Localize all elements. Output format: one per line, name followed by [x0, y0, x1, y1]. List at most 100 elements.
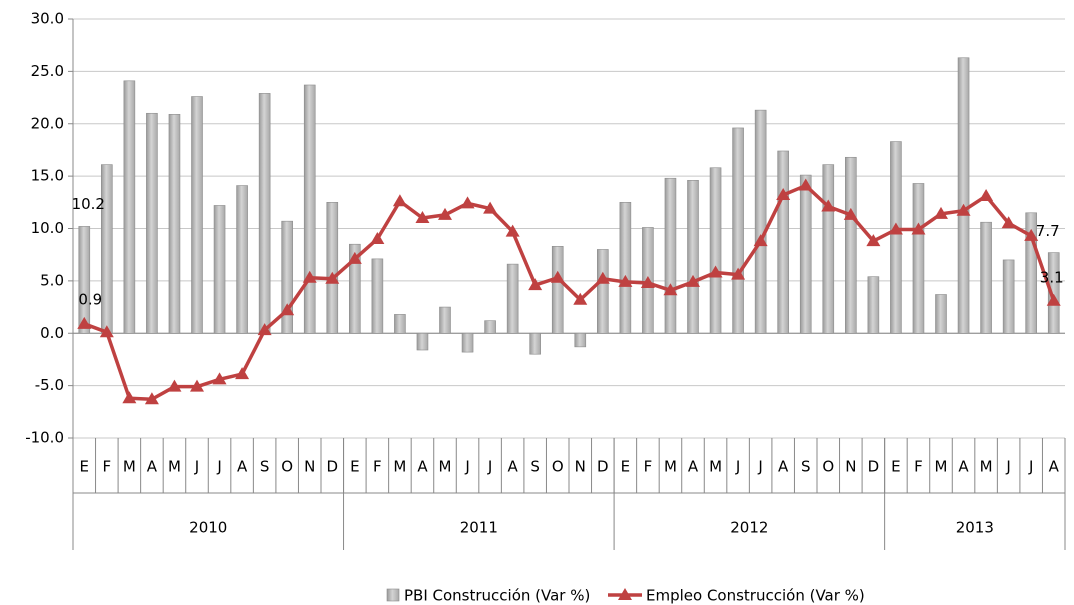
- marker: [325, 271, 340, 284]
- x-tick-label: A: [237, 458, 248, 476]
- marker: [934, 206, 948, 219]
- legend-swatch: [618, 588, 632, 600]
- bar: [101, 164, 113, 334]
- y-tick-label: -10.0: [25, 429, 64, 447]
- marker: [167, 379, 182, 392]
- marker: [212, 372, 227, 385]
- x-tick-label: M: [935, 458, 948, 476]
- x-tick-label: M: [709, 458, 722, 476]
- marker: [956, 203, 971, 216]
- marker: [144, 392, 159, 405]
- x-tick-label: M: [393, 458, 406, 476]
- bar: [213, 205, 226, 334]
- x-tick-label: J: [487, 458, 492, 476]
- bar: [777, 150, 789, 334]
- bar: [146, 112, 158, 334]
- bar: [168, 114, 181, 334]
- bar: [439, 306, 451, 334]
- marker: [843, 207, 858, 220]
- x-tick-label: A: [958, 458, 969, 476]
- bar: [326, 202, 339, 334]
- x-tick-label: E: [891, 458, 900, 476]
- marker: [347, 251, 362, 264]
- x-tick-label: A: [147, 458, 158, 476]
- x-tick-label: A: [417, 458, 428, 476]
- bar: [619, 202, 632, 334]
- x-tick-label: N: [304, 458, 315, 476]
- marker: [979, 189, 994, 202]
- marker: [190, 379, 204, 392]
- bar: [687, 180, 699, 334]
- marker: [438, 207, 452, 220]
- bar: [1002, 259, 1015, 334]
- legend-swatch: [386, 588, 400, 602]
- x-tick-label: O: [822, 458, 834, 476]
- bar: [867, 276, 880, 334]
- marker: [686, 274, 700, 287]
- x-tick-label: J: [757, 458, 762, 476]
- marker: [731, 267, 746, 280]
- bar: [236, 185, 248, 334]
- bar: [935, 294, 947, 334]
- marker: [550, 270, 565, 283]
- marker: [1024, 228, 1039, 241]
- year-label: 2011: [460, 519, 498, 537]
- y-tick-label: 5.0: [40, 271, 64, 289]
- bar: [349, 243, 361, 334]
- x-tick-label: N: [845, 458, 856, 476]
- x-tick-label: A: [1049, 458, 1060, 476]
- bar: [822, 164, 835, 334]
- x-tick-label: O: [552, 458, 564, 476]
- data-label: 3.1: [1040, 268, 1064, 286]
- x-tick-label: D: [597, 458, 609, 476]
- bar: [551, 246, 564, 334]
- bar: [371, 258, 384, 334]
- x-tick-label: S: [530, 458, 540, 476]
- bar: [394, 314, 406, 334]
- year-label: 2010: [189, 519, 227, 537]
- marker: [573, 292, 588, 305]
- bar: [732, 127, 744, 334]
- marker: [460, 196, 475, 209]
- marker: [888, 222, 903, 235]
- y-tick-label: 20.0: [31, 114, 64, 132]
- bar: [574, 332, 587, 348]
- bar: [957, 57, 970, 334]
- marker: [257, 323, 272, 336]
- legend-label: Empleo Construcción (Var %): [646, 587, 865, 605]
- x-tick-label: E: [621, 458, 630, 476]
- y-tick-label: 25.0: [31, 62, 64, 80]
- bar: [1047, 252, 1060, 334]
- x-tick-label: F: [102, 458, 111, 476]
- bar: [258, 93, 271, 334]
- data-label: 0.9: [78, 290, 102, 308]
- bar: [281, 220, 293, 334]
- x-tick-label: M: [168, 458, 181, 476]
- bar: [506, 263, 519, 334]
- marker: [663, 283, 678, 296]
- bar: [754, 109, 767, 334]
- x-tick-label: S: [260, 458, 270, 476]
- bar: [416, 332, 429, 351]
- bar: [980, 221, 992, 334]
- marker: [77, 316, 92, 329]
- bar: [191, 96, 203, 334]
- marker: [911, 222, 926, 235]
- bar: [303, 84, 316, 334]
- bar: [123, 80, 136, 334]
- x-tick-label: M: [123, 458, 136, 476]
- x-tick-label: E: [350, 458, 359, 476]
- bar: [484, 320, 496, 334]
- year-label: 2013: [956, 519, 994, 537]
- marker: [640, 275, 655, 288]
- data-label: 10.2: [72, 195, 105, 213]
- marker: [370, 231, 385, 244]
- y-tick-label: -5.0: [35, 376, 64, 394]
- bar: [1025, 212, 1037, 334]
- marker: [505, 224, 520, 237]
- data-label: 7.7: [1036, 222, 1060, 240]
- x-tick-label: F: [644, 458, 653, 476]
- x-tick-label: M: [664, 458, 677, 476]
- bar: [597, 249, 609, 334]
- bar: [799, 174, 812, 334]
